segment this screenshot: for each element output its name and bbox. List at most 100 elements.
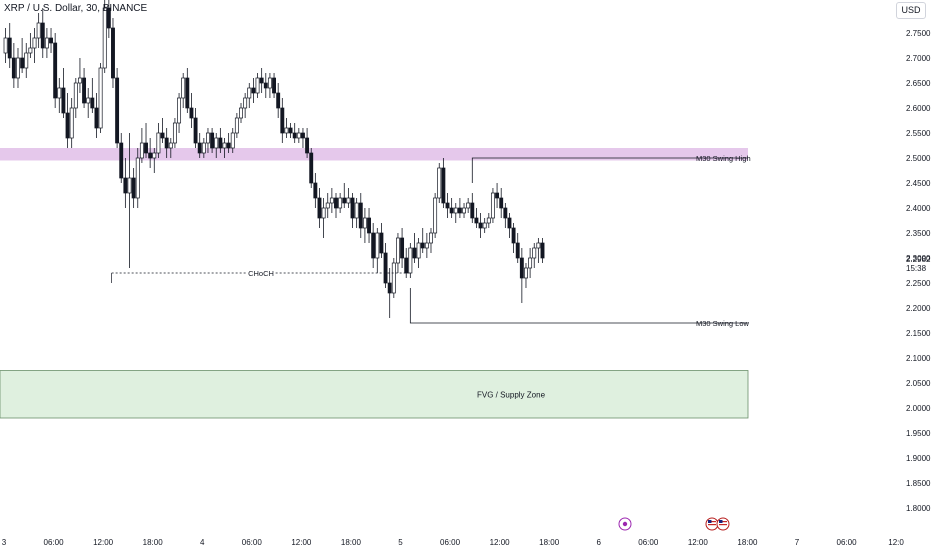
candle: [222, 138, 227, 158]
us-flag-event-icon[interactable]: [716, 517, 730, 531]
candle: [210, 128, 215, 153]
candle: [69, 98, 74, 148]
candle: [115, 68, 120, 148]
swing-low-line: [409, 288, 748, 324]
candle-body: [272, 77, 277, 94]
annotation-zones: FVG / Supply Zone: [0, 148, 749, 419]
candle: [296, 128, 301, 143]
candle: [540, 238, 545, 263]
candle: [247, 83, 252, 108]
candle: [152, 148, 157, 173]
candle-body: [226, 142, 231, 149]
candle: [367, 208, 371, 243]
candle-body: [478, 222, 483, 229]
candle: [239, 103, 243, 123]
candle: [528, 248, 533, 278]
candle-body: [73, 82, 78, 109]
candle-body: [486, 217, 491, 224]
candle: [61, 68, 66, 118]
candle-body: [168, 142, 173, 149]
candle: [400, 228, 405, 268]
candle-body: [197, 142, 202, 154]
candle-body: [396, 237, 400, 264]
candle: [218, 128, 223, 153]
candle-body: [354, 202, 359, 219]
currency-button[interactable]: USD: [896, 2, 926, 19]
candle: [156, 123, 161, 158]
candle: [230, 128, 235, 153]
candle: [334, 193, 338, 218]
candle: [437, 163, 442, 203]
candle: [32, 28, 37, 63]
candle: [321, 198, 326, 238]
candle: [16, 48, 20, 88]
candle: [433, 193, 438, 238]
candle-body: [206, 132, 210, 144]
candle-body: [317, 197, 322, 219]
candle: [102, 0, 107, 73]
candle-body: [408, 247, 413, 274]
candle-body: [49, 37, 53, 44]
candle: [263, 73, 268, 98]
candle-body: [255, 77, 260, 94]
candle: [416, 238, 421, 268]
candle-body: [239, 107, 243, 119]
flag-canton: [708, 520, 712, 523]
candle: [288, 123, 293, 138]
candle-body: [44, 37, 49, 49]
candle: [90, 78, 95, 113]
candle: [127, 133, 132, 268]
flag-stripe: [719, 521, 727, 523]
candle: [441, 158, 446, 208]
us-flag-event-icon[interactable]: [705, 517, 719, 531]
x-tick-label: 6: [596, 538, 601, 547]
candle-body: [230, 132, 235, 149]
candle: [119, 133, 124, 183]
candle-body: [375, 232, 380, 259]
x-tick-label: 12:00: [291, 538, 312, 547]
swing-high-line: [471, 157, 748, 183]
candle: [98, 63, 103, 133]
y-tick-label: 2.6500: [906, 79, 931, 88]
candle-body: [263, 82, 268, 89]
economic-event-icon[interactable]: [618, 517, 632, 531]
candle: [44, 28, 49, 58]
candle: [106, 0, 111, 38]
candle: [292, 123, 297, 143]
candle: [36, 13, 41, 48]
candle-body: [24, 52, 29, 69]
candle-body: [234, 117, 239, 134]
candle: [24, 43, 29, 78]
candle: [408, 243, 413, 278]
candle-body: [185, 77, 190, 109]
candle-body: [346, 197, 351, 204]
candle: [396, 233, 400, 273]
y-tick-label: 2.1500: [906, 329, 931, 338]
candle-body: [11, 57, 16, 79]
candle: [3, 28, 8, 63]
y-tick-label: 1.8500: [906, 479, 931, 488]
y-tick-label: 2.4000: [906, 204, 931, 213]
candle: [354, 198, 359, 228]
candle: [536, 238, 541, 263]
candle-body: [156, 132, 161, 154]
event-dot: [622, 521, 628, 527]
candle-body: [536, 242, 541, 249]
candle-body: [69, 107, 74, 139]
candle-body: [201, 142, 206, 154]
candle-body: [416, 242, 421, 259]
candle-body: [507, 217, 512, 229]
candle-body: [301, 132, 305, 139]
candle-body: [86, 97, 91, 104]
candle-body: [424, 242, 429, 249]
candle-body: [276, 92, 281, 109]
candle-body: [528, 257, 533, 269]
y-tick-label: 2.1000: [906, 354, 931, 363]
y-tick-label: 1.9000: [906, 454, 931, 463]
candle: [73, 78, 78, 118]
candle: [507, 213, 512, 238]
candle-body: [404, 257, 409, 274]
candle: [404, 248, 409, 278]
candle: [148, 138, 153, 168]
